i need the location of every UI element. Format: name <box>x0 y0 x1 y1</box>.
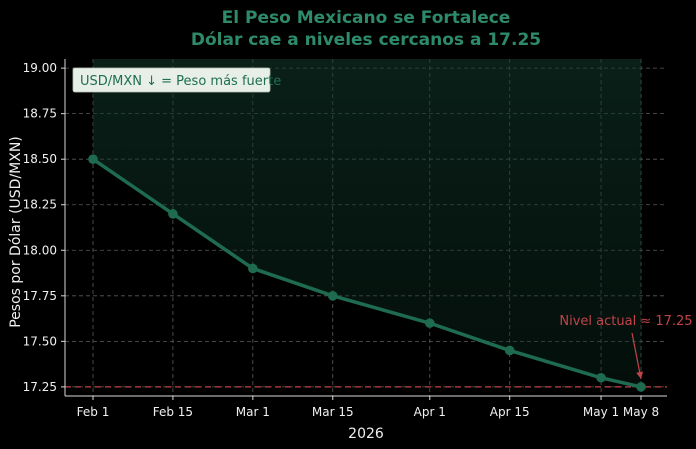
x-tick-label: Apr 15 <box>490 405 530 419</box>
x-tick-label: Mar 15 <box>312 405 354 419</box>
x-tick-label: Mar 1 <box>236 405 270 419</box>
x-tick-label: Feb 15 <box>153 405 193 419</box>
series-line <box>92 157 642 389</box>
x-tick-label: May 1 <box>583 405 619 419</box>
data-point <box>424 318 435 328</box>
y-tick-label: 18.00 <box>23 243 57 257</box>
legend-text: USD/MXN ↓ = Peso más fuerte <box>80 74 281 89</box>
data-point <box>327 291 338 301</box>
y-tick-label: 17.50 <box>23 334 57 348</box>
area-fill <box>93 59 641 387</box>
y-tick-label: 18.75 <box>23 107 57 121</box>
annotation-arrowhead <box>636 371 644 379</box>
x-tick-label: Feb 1 <box>77 405 110 419</box>
axes <box>64 59 667 397</box>
annotation-text: Nivel actual ≈ 17.25 <box>559 314 692 329</box>
annotation: Nivel actual ≈ 17.25 <box>559 314 693 380</box>
x-axis-label: 2026 <box>348 426 384 442</box>
data-point <box>636 382 646 392</box>
data-point <box>248 263 258 274</box>
chart-subtitle: Dólar cae a niveles cercanos a 17.25 <box>191 30 541 50</box>
y-tick-label: 17.75 <box>23 289 57 303</box>
chart-title: El Peso Mexicano se Fortalece <box>222 8 511 28</box>
data-point <box>596 372 606 383</box>
legend: USD/MXN ↓ = Peso más fuerte <box>72 67 281 93</box>
data-point <box>168 209 178 219</box>
x-tick-label: May 8 <box>623 405 659 419</box>
y-tick-label: 19.00 <box>23 61 57 75</box>
y-tick-labels: 17.25 17.50 17.75 18.00 18.25 18.50 18.75 19.00 <box>23 61 65 394</box>
data-point <box>88 154 98 164</box>
data-points <box>88 154 646 392</box>
y-axis-label: Pesos por Dólar (USD/MXN) <box>8 136 24 328</box>
annotation-arrow <box>631 332 642 380</box>
legend-box <box>72 67 271 93</box>
data-point <box>504 345 515 356</box>
x-tick-labels: Feb 1 Feb 15 Mar 1 Mar 15 Apr 1 Apr 15 May 1 Ma… <box>77 396 659 419</box>
y-tick-label: 18.50 <box>23 152 57 166</box>
y-tick-label: 18.25 <box>23 198 57 212</box>
y-tick-label: 17.25 <box>23 380 57 394</box>
x-tick-label: Apr 1 <box>414 405 446 419</box>
